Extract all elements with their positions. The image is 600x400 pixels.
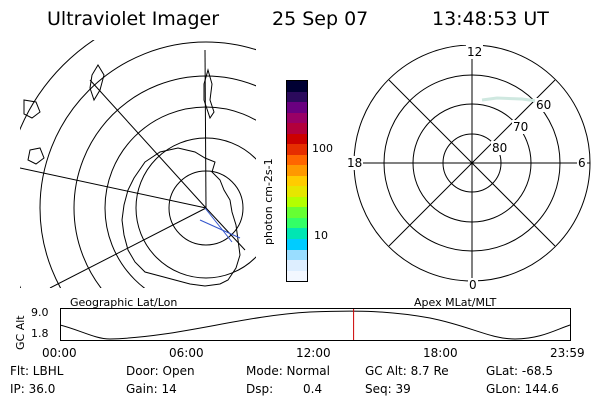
colorbar-band [287, 144, 307, 155]
flt-status: Flt: LBHL [10, 364, 64, 378]
mlt-label-18: 18 [346, 156, 364, 170]
gcalt-status: GC Alt: 8.7 Re [365, 364, 449, 378]
meridian-line [49, 207, 207, 288]
footprint-track [199, 219, 241, 239]
colorbar-band [287, 228, 307, 239]
time-tick-1800: 18:00 [423, 346, 458, 360]
colorbar-band [287, 186, 307, 197]
colorbar-band [287, 102, 307, 113]
colorbar-tick-100: 100 [312, 142, 333, 155]
mlat-label-70: 70 [512, 120, 530, 134]
mode-status: Mode: Normal [246, 364, 330, 378]
mlt-diagonal [388, 79, 556, 247]
colorbar-band [287, 196, 307, 208]
colorbar-band [287, 91, 307, 103]
time-label: 13:48:53 UT [432, 8, 549, 30]
colorbar [286, 80, 308, 282]
mlt-label-0: 0 [468, 278, 478, 292]
latitude-ring [73, 75, 256, 288]
altitude-plot [60, 308, 571, 341]
instrument-title: Ultraviolet Imager [47, 8, 220, 30]
time-tick-0000: 00:00 [42, 346, 77, 360]
time-tick-1200: 12:00 [296, 346, 331, 360]
mlt-label-12: 12 [466, 45, 484, 59]
colorbar-band [287, 217, 307, 229]
right-panel-caption: Apex MLat/MLT [414, 296, 497, 309]
colorbar-band [287, 81, 307, 92]
colorbar-band [287, 260, 307, 271]
footprint-track [204, 207, 233, 243]
aurora-trace [481, 96, 538, 103]
latitude-ring [104, 106, 256, 288]
colorbar-band [287, 207, 307, 218]
colorbar-band [287, 270, 307, 282]
dsp-label: Dsp: [246, 382, 274, 396]
coastline [89, 64, 105, 102]
colorbar-band [287, 154, 307, 166]
colorbar-unit-label: photon cm-2s-1 [262, 158, 275, 245]
colorbar-band [287, 112, 307, 124]
door-status: Door: Open [126, 364, 195, 378]
altitude-curve [60, 310, 571, 340]
coastline [121, 147, 241, 287]
altitude-plot-frame [60, 308, 571, 341]
colorbar-band [287, 165, 307, 176]
meridian-line [89, 79, 207, 209]
meridian-line [20, 167, 207, 209]
coastline [203, 68, 215, 120]
colorbar-band [287, 123, 307, 134]
altitude-ylabel: GC Alt [14, 315, 27, 350]
glat-status: GLat: -68.5 [486, 364, 553, 378]
colorbar-band [287, 133, 307, 145]
altitude-ymax: 9.0 [31, 306, 49, 319]
colorbar-band [287, 249, 307, 261]
coastline [23, 99, 41, 119]
glon-status: GLon: 144.6 [486, 382, 559, 396]
time-tick-2359: 23:59 [550, 346, 585, 360]
latitude-ring [39, 41, 256, 288]
left-panel-caption: Geographic Lat/Lon [70, 296, 178, 309]
ip-status: IP: 36.0 [10, 382, 56, 396]
altitude-ymin: 1.8 [31, 327, 49, 340]
polar-plot [353, 45, 591, 282]
meridian-line [204, 49, 207, 209]
dsp-value: 0.4 [303, 382, 323, 396]
date-label: 25 Sep 07 [272, 8, 369, 30]
geographic-map [20, 40, 256, 288]
colorbar-band [287, 238, 307, 250]
time-tick-0600: 06:00 [169, 346, 204, 360]
mlat-label-80: 80 [491, 141, 509, 155]
colorbar-band [287, 175, 307, 187]
colorbar-tick-10: 10 [314, 229, 328, 242]
mlat-label-60: 60 [535, 98, 553, 112]
meridian-line [205, 207, 246, 251]
mlt-label-6: 6 [577, 156, 587, 170]
gain-status: Gain: 14 [126, 382, 177, 396]
seq-status: Seq: 39 [365, 382, 411, 396]
coastline [27, 147, 45, 165]
